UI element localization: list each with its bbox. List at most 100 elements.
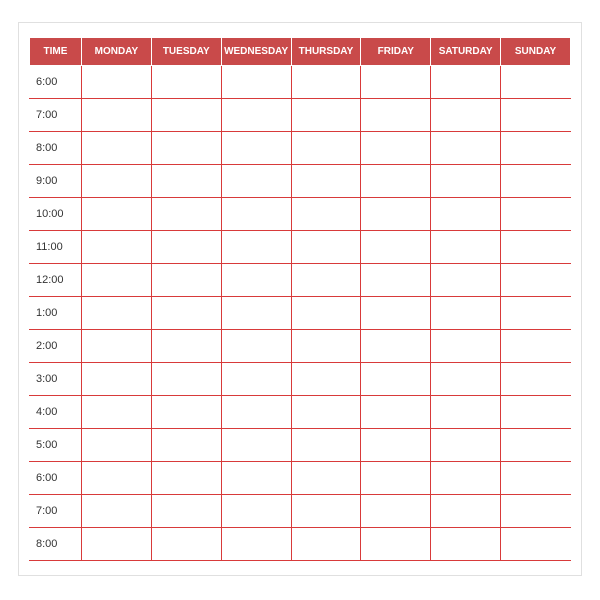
schedule-cell[interactable] [291, 297, 361, 330]
schedule-cell[interactable] [291, 396, 361, 429]
schedule-cell[interactable] [82, 132, 152, 165]
schedule-cell[interactable] [151, 264, 221, 297]
schedule-cell[interactable] [431, 330, 501, 363]
schedule-cell[interactable] [291, 99, 361, 132]
schedule-cell[interactable] [501, 429, 571, 462]
schedule-cell[interactable] [82, 165, 152, 198]
schedule-cell[interactable] [501, 165, 571, 198]
schedule-cell[interactable] [361, 165, 431, 198]
schedule-cell[interactable] [82, 462, 152, 495]
schedule-cell[interactable] [501, 66, 571, 99]
schedule-cell[interactable] [151, 330, 221, 363]
schedule-cell[interactable] [291, 66, 361, 99]
schedule-cell[interactable] [501, 231, 571, 264]
schedule-cell[interactable] [501, 198, 571, 231]
schedule-cell[interactable] [151, 297, 221, 330]
schedule-cell[interactable] [501, 132, 571, 165]
schedule-cell[interactable] [431, 462, 501, 495]
schedule-cell[interactable] [221, 264, 291, 297]
schedule-cell[interactable] [431, 495, 501, 528]
schedule-cell[interactable] [221, 231, 291, 264]
schedule-cell[interactable] [151, 396, 221, 429]
schedule-cell[interactable] [151, 165, 221, 198]
schedule-cell[interactable] [361, 66, 431, 99]
schedule-cell[interactable] [151, 462, 221, 495]
schedule-cell[interactable] [221, 396, 291, 429]
schedule-cell[interactable] [361, 264, 431, 297]
schedule-cell[interactable] [291, 462, 361, 495]
schedule-cell[interactable] [431, 396, 501, 429]
schedule-cell[interactable] [151, 132, 221, 165]
schedule-cell[interactable] [82, 528, 152, 561]
schedule-cell[interactable] [82, 99, 152, 132]
schedule-cell[interactable] [501, 528, 571, 561]
schedule-cell[interactable] [82, 231, 152, 264]
schedule-cell[interactable] [361, 429, 431, 462]
schedule-cell[interactable] [501, 462, 571, 495]
schedule-cell[interactable] [221, 198, 291, 231]
schedule-cell[interactable] [361, 462, 431, 495]
schedule-cell[interactable] [501, 495, 571, 528]
schedule-cell[interactable] [221, 462, 291, 495]
schedule-cell[interactable] [501, 363, 571, 396]
schedule-cell[interactable] [82, 495, 152, 528]
schedule-cell[interactable] [361, 495, 431, 528]
schedule-cell[interactable] [291, 363, 361, 396]
schedule-cell[interactable] [151, 99, 221, 132]
schedule-cell[interactable] [221, 66, 291, 99]
schedule-cell[interactable] [221, 297, 291, 330]
schedule-cell[interactable] [501, 396, 571, 429]
schedule-cell[interactable] [221, 165, 291, 198]
schedule-cell[interactable] [221, 495, 291, 528]
schedule-cell[interactable] [291, 165, 361, 198]
schedule-cell[interactable] [431, 165, 501, 198]
schedule-cell[interactable] [221, 429, 291, 462]
schedule-cell[interactable] [361, 231, 431, 264]
schedule-cell[interactable] [221, 132, 291, 165]
schedule-cell[interactable] [221, 330, 291, 363]
schedule-cell[interactable] [501, 330, 571, 363]
schedule-cell[interactable] [361, 132, 431, 165]
schedule-cell[interactable] [151, 429, 221, 462]
schedule-cell[interactable] [361, 198, 431, 231]
schedule-cell[interactable] [501, 99, 571, 132]
schedule-cell[interactable] [82, 66, 152, 99]
schedule-cell[interactable] [151, 495, 221, 528]
schedule-cell[interactable] [151, 231, 221, 264]
schedule-cell[interactable] [151, 66, 221, 99]
schedule-cell[interactable] [291, 528, 361, 561]
schedule-cell[interactable] [291, 198, 361, 231]
schedule-cell[interactable] [291, 330, 361, 363]
schedule-cell[interactable] [82, 396, 152, 429]
schedule-cell[interactable] [291, 429, 361, 462]
schedule-cell[interactable] [431, 297, 501, 330]
schedule-cell[interactable] [431, 198, 501, 231]
schedule-cell[interactable] [291, 264, 361, 297]
schedule-cell[interactable] [82, 297, 152, 330]
schedule-cell[interactable] [82, 264, 152, 297]
schedule-cell[interactable] [151, 198, 221, 231]
schedule-cell[interactable] [361, 363, 431, 396]
schedule-cell[interactable] [431, 528, 501, 561]
schedule-cell[interactable] [431, 99, 501, 132]
schedule-cell[interactable] [501, 297, 571, 330]
schedule-cell[interactable] [361, 528, 431, 561]
schedule-cell[interactable] [221, 363, 291, 396]
schedule-cell[interactable] [151, 363, 221, 396]
schedule-cell[interactable] [431, 66, 501, 99]
schedule-cell[interactable] [291, 495, 361, 528]
schedule-cell[interactable] [431, 264, 501, 297]
schedule-cell[interactable] [151, 528, 221, 561]
schedule-cell[interactable] [501, 264, 571, 297]
schedule-cell[interactable] [361, 396, 431, 429]
schedule-cell[interactable] [361, 99, 431, 132]
schedule-cell[interactable] [291, 132, 361, 165]
schedule-cell[interactable] [361, 330, 431, 363]
schedule-cell[interactable] [82, 363, 152, 396]
schedule-cell[interactable] [82, 198, 152, 231]
schedule-cell[interactable] [361, 297, 431, 330]
schedule-cell[interactable] [291, 231, 361, 264]
schedule-cell[interactable] [82, 330, 152, 363]
schedule-cell[interactable] [431, 363, 501, 396]
schedule-cell[interactable] [221, 99, 291, 132]
